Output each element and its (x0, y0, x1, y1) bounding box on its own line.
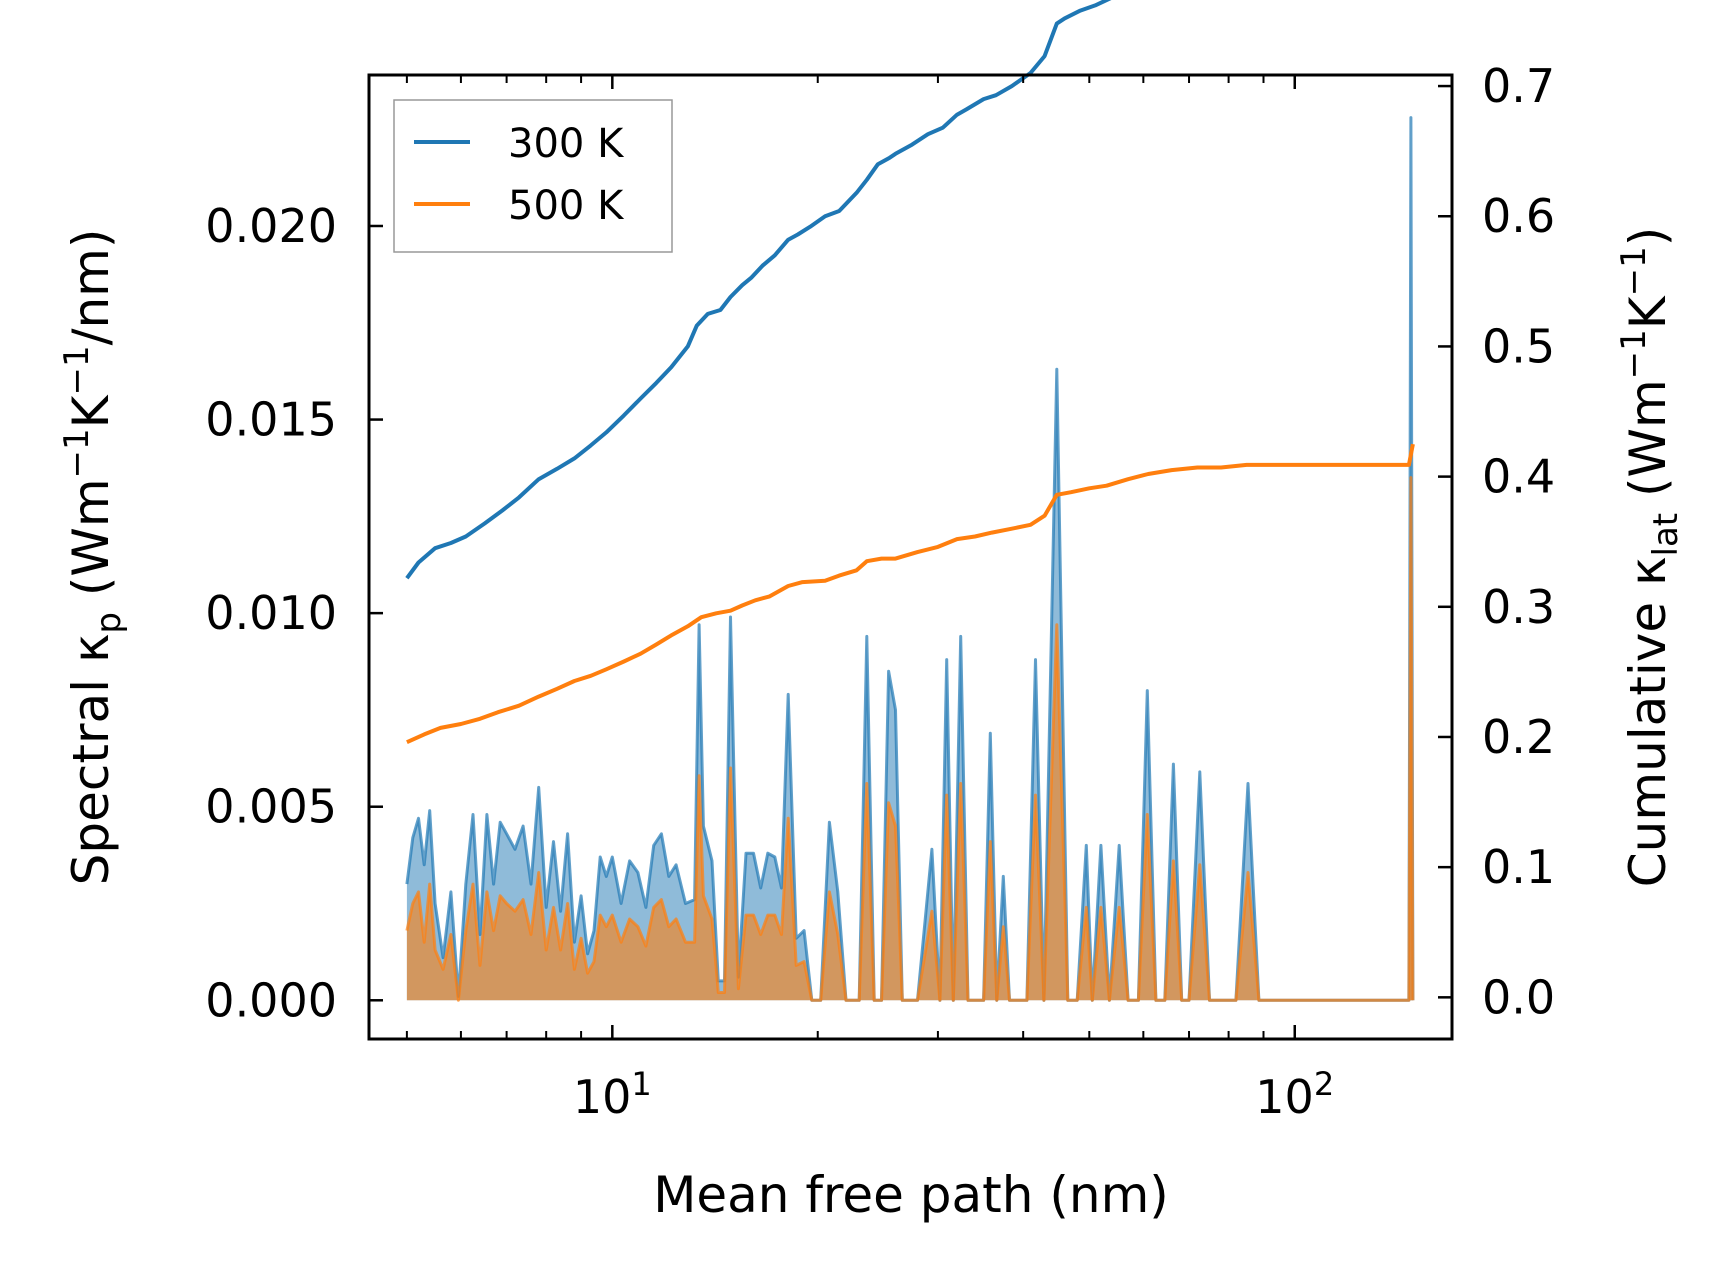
right-y-tick-label: 0.0 (1482, 970, 1555, 1024)
legend-label-300k: 300 K (508, 121, 625, 167)
right-y-tick-label: 0.4 (1482, 450, 1555, 504)
left-y-tick-label: 0.020 (205, 199, 337, 253)
x-tick-label: 102 (1255, 1065, 1334, 1124)
left-y-tick-label: 0.015 (205, 393, 337, 447)
right-y-tick-label: 0.6 (1482, 189, 1555, 243)
left-axis-label: Spectral κp (Wm−1K−1/nm) (57, 229, 129, 886)
cumulative-line-300k (405, 0, 1112, 580)
right-y-tick-label: 0.7 (1482, 59, 1555, 113)
right-axis-label: Cumulative κlat (Wm−1K−1) (1614, 227, 1686, 887)
spectral-line-500k (405, 476, 1415, 1002)
left-y-tick-label: 0.010 (205, 586, 337, 640)
legend: 300 K 500 K (393, 99, 673, 253)
right-y-tick-label: 0.3 (1482, 580, 1555, 634)
plot-frame (367, 73, 1454, 1041)
right-y-tick-label: 0.5 (1482, 319, 1555, 373)
x-tick-label: 101 (573, 1065, 652, 1124)
left-y-tick-label: 0.000 (205, 973, 337, 1027)
spectral-area-500k (406, 477, 1413, 1001)
axis-ticks: 0.000 0.005 0.010 0.015 0.020 0.0 0.1 0.2 0.3 0.4… (205, 59, 1555, 1124)
x-axis-label: Mean free path (nm) (653, 1166, 1169, 1224)
cumulative-line-500k (406, 443, 1415, 745)
legend-label-500k: 500 K (508, 183, 625, 229)
left-y-tick-label: 0.005 (205, 780, 337, 834)
right-y-tick-label: 0.1 (1482, 840, 1555, 894)
right-y-tick-label: 0.2 (1482, 710, 1555, 764)
plot-area (405, 0, 1415, 1002)
spectral-line-300k (405, 116, 1415, 1002)
legend-box (393, 99, 673, 253)
